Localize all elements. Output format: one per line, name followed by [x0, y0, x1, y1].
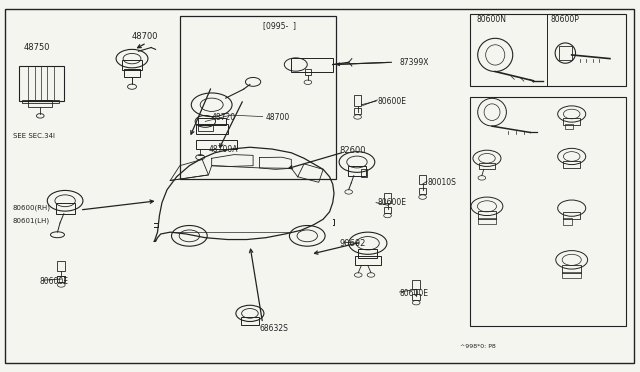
- Text: 80600E: 80600E: [378, 198, 406, 207]
- Bar: [562, 264, 581, 273]
- Bar: [354, 108, 362, 114]
- Bar: [19, 66, 64, 101]
- Bar: [563, 161, 580, 167]
- Bar: [198, 125, 213, 131]
- Bar: [355, 256, 381, 265]
- Bar: [354, 95, 362, 106]
- Text: 80600E: 80600E: [399, 289, 429, 298]
- Bar: [470, 97, 626, 326]
- Bar: [58, 276, 65, 282]
- Bar: [384, 193, 392, 203]
- Bar: [563, 118, 580, 125]
- Bar: [58, 260, 65, 271]
- Text: 48700A: 48700A: [209, 145, 238, 154]
- Text: 80600(RH): 80600(RH): [13, 205, 51, 211]
- Text: 48750: 48750: [24, 43, 50, 52]
- Bar: [384, 207, 392, 212]
- Text: [0995-  ]: [0995- ]: [262, 21, 296, 30]
- Bar: [358, 249, 378, 258]
- Text: ^998*0: P8: ^998*0: P8: [460, 344, 496, 349]
- Text: 80600P: 80600P: [550, 15, 580, 23]
- Bar: [122, 61, 141, 70]
- Bar: [180, 16, 336, 179]
- Bar: [361, 169, 367, 177]
- Bar: [196, 140, 237, 149]
- Text: 80600E: 80600E: [40, 278, 68, 286]
- Bar: [479, 163, 495, 169]
- Text: 82600: 82600: [339, 147, 365, 155]
- Bar: [348, 166, 366, 176]
- Bar: [419, 175, 426, 184]
- Bar: [305, 68, 311, 75]
- Text: 80600E: 80600E: [378, 97, 406, 106]
- Text: 80601(LH): 80601(LH): [13, 218, 50, 224]
- Text: 48720: 48720: [212, 113, 236, 122]
- Text: 48700: 48700: [132, 32, 159, 41]
- Bar: [562, 272, 581, 278]
- Text: 80600N: 80600N: [476, 15, 506, 23]
- Text: 90602: 90602: [339, 239, 365, 248]
- Bar: [56, 203, 75, 214]
- Bar: [478, 218, 496, 224]
- Bar: [412, 280, 420, 289]
- Bar: [563, 218, 572, 225]
- Text: 48700: 48700: [266, 113, 290, 122]
- Bar: [559, 46, 572, 60]
- Bar: [478, 211, 496, 219]
- Text: 87399X: 87399X: [399, 58, 429, 67]
- Bar: [22, 100, 60, 103]
- Bar: [565, 124, 573, 129]
- Bar: [124, 69, 140, 77]
- Bar: [412, 294, 420, 300]
- Bar: [241, 317, 259, 325]
- Bar: [28, 100, 52, 107]
- Text: 80010S: 80010S: [427, 178, 456, 187]
- Bar: [291, 58, 333, 71]
- Bar: [419, 188, 426, 194]
- Bar: [470, 14, 626, 86]
- Text: SEE SEC.34I: SEE SEC.34I: [13, 133, 55, 139]
- Text: 68632S: 68632S: [259, 324, 289, 333]
- Bar: [198, 118, 226, 125]
- Bar: [563, 212, 580, 219]
- Bar: [196, 124, 228, 134]
